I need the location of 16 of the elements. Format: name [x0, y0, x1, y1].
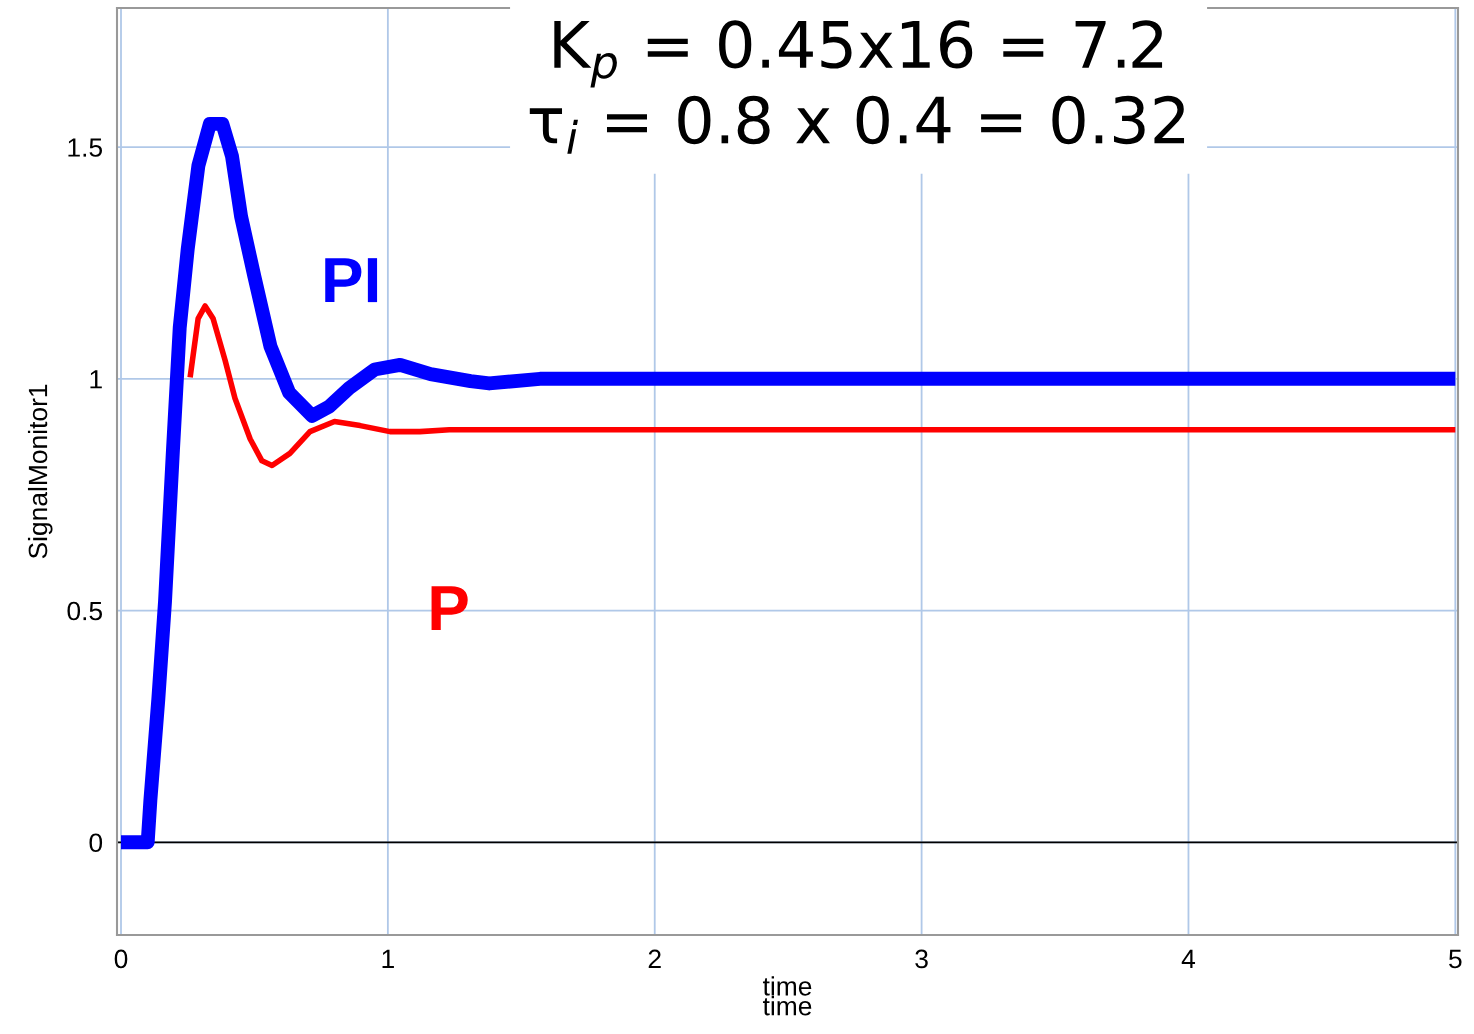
- x-tick-label: 0: [114, 949, 128, 969]
- annotation: K$_{p}$ = 0.45x16 = 7.2: [554, 20, 1163, 88]
- x-tick-label: 2: [648, 949, 661, 969]
- y-tick-label: 1.5: [68, 138, 103, 157]
- x-axis-title: time time: [762, 976, 812, 1016]
- y-tick-label: 1: [90, 370, 102, 389]
- text: P: [431, 586, 468, 631]
- series-label: PI: [325, 258, 378, 303]
- annotation: τ$_{i}$ = 0.8 x 0.4 = 0.32: [529, 95, 1185, 154]
- x-tick-label: 4: [1181, 949, 1196, 969]
- x-tick-label: 3: [915, 949, 928, 969]
- x-tick-label: 5: [1449, 949, 1462, 969]
- y-tick-label: 0.5: [67, 601, 103, 621]
- x-tick-label: 1: [382, 949, 394, 969]
- y-axis-title: SignalMonitor1: [27, 384, 53, 559]
- y-tick-label: 0: [89, 833, 103, 853]
